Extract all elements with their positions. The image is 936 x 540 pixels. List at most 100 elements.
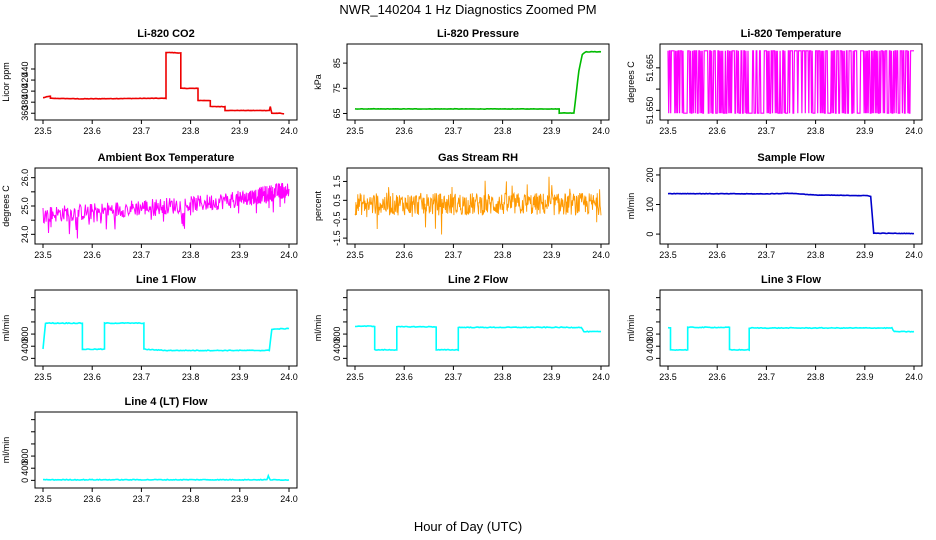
x-tick-label: 23.5	[34, 250, 52, 260]
chart-panel-1: Li-820 CO2 Licor ppm 23.5 23.6 23.7 23.8 23.9 2…	[1, 28, 298, 136]
x-tick-label: 24.0	[280, 372, 298, 382]
chart-panel-2: Li-820 Pressure kPa 23.5 23.6 23.7 23.8 23.9 24…	[313, 28, 610, 136]
x-tick-label: 23.9	[543, 126, 561, 136]
panel-title: Line 3 Flow	[761, 274, 821, 286]
y-tick-label: 400	[20, 84, 30, 99]
x-tick-label: 23.6	[395, 250, 413, 260]
x-tick-label: 23.9	[543, 250, 561, 260]
panel-title: Line 4 (LT) Flow	[125, 396, 208, 408]
panel-title: Ambient Box Temperature	[98, 152, 235, 164]
y-axis-label: degrees C	[1, 185, 11, 227]
x-tick-label: 23.9	[856, 250, 874, 260]
y-tick-label: 360	[20, 106, 30, 121]
series-line	[42, 182, 290, 239]
y-axis-label: Licor ppm	[1, 62, 11, 102]
x-tick-label: 23.8	[494, 372, 512, 382]
y-tick-label: 65	[332, 108, 342, 118]
series-line	[354, 50, 602, 115]
x-tick-label: 23.5	[346, 250, 364, 260]
x-tick-label: 23.5	[34, 126, 52, 136]
plot-frame	[34, 289, 298, 367]
x-tick-label: 23.5	[346, 126, 364, 136]
series-line	[43, 473, 290, 482]
series-line	[354, 325, 602, 352]
y-tick-label: 440	[20, 61, 30, 76]
plot-area	[667, 326, 915, 352]
x-tick-label: 23.9	[856, 372, 874, 382]
x-tick-label: 23.6	[83, 494, 101, 504]
y-tick-label: 26.0	[20, 169, 30, 187]
series-line	[667, 192, 915, 235]
plot-area	[354, 176, 602, 235]
y-tick-label: 200	[645, 167, 655, 182]
y-tick-label: 400	[332, 339, 342, 354]
x-tick-label: 24.0	[592, 250, 610, 260]
series-line	[42, 321, 290, 352]
x-tick-label: 23.9	[856, 126, 874, 136]
plot-area	[43, 473, 290, 482]
y-tick-label: 0.5	[332, 194, 342, 207]
x-tick-label: 24.0	[905, 126, 923, 136]
panel-title: Sample Flow	[757, 152, 825, 164]
x-tick-label: 23.8	[807, 372, 825, 382]
x-tick-label: 23.7	[133, 126, 151, 136]
y-axis-label: ml/min	[626, 193, 636, 220]
plot-area	[354, 50, 602, 115]
x-tick-label: 23.6	[83, 372, 101, 382]
y-axis-label: percent	[313, 190, 323, 221]
y-tick-label: 0	[332, 356, 342, 361]
chart-panel-3: Li-820 Temperature degrees C 23.5 23.6 23.7 2…	[626, 28, 923, 136]
x-tick-label: 23.9	[543, 372, 561, 382]
x-tick-label: 24.0	[905, 250, 923, 260]
plot-area	[354, 325, 602, 352]
x-tick-label: 23.7	[133, 372, 151, 382]
y-tick-label: 100	[645, 197, 655, 212]
x-tick-label: 23.6	[83, 250, 101, 260]
x-tick-label: 23.8	[182, 372, 200, 382]
y-tick-label: 0	[20, 478, 30, 483]
x-tick-label: 23.7	[445, 250, 463, 260]
x-tick-label: 23.7	[758, 250, 776, 260]
x-tick-label: 24.0	[592, 372, 610, 382]
x-tick-label: 24.0	[905, 372, 923, 382]
plot-frame	[346, 289, 610, 367]
panel-title: Li-820 CO2	[137, 28, 194, 40]
x-tick-label: 23.5	[659, 126, 677, 136]
y-tick-label: 800	[645, 327, 655, 342]
x-tick-label: 23.5	[34, 494, 52, 504]
y-tick-label: 1.5	[332, 175, 342, 188]
series-line	[667, 326, 915, 352]
x-tick-label: 23.6	[83, 126, 101, 136]
x-tick-label: 23.5	[346, 372, 364, 382]
x-tick-label: 24.0	[280, 494, 298, 504]
y-tick-label: 400	[20, 339, 30, 354]
x-tick-label: 23.5	[659, 372, 677, 382]
plot-frame	[34, 43, 298, 121]
series-line	[42, 51, 285, 115]
panel-title: Line 2 Flow	[448, 274, 508, 286]
y-tick-label: 420	[20, 73, 30, 88]
chart-panel-9: Line 3 Flow ml/min 23.5 23.6 23.7 23.8 23.9 24.…	[626, 274, 923, 382]
x-tick-label: 23.7	[445, 126, 463, 136]
x-tick-label: 23.6	[395, 126, 413, 136]
panel-title: Gas Stream RH	[438, 152, 518, 164]
figure-xlabel: Hour of Day (UTC)	[414, 519, 522, 534]
y-tick-label: 800	[20, 449, 30, 464]
figure-title: NWR_140204 1 Hz Diagnostics Zoomed PM	[339, 2, 596, 17]
chart-panel-6: Sample Flow ml/min 23.5 23.6 23.7 23.8 23.9 24.…	[626, 152, 923, 260]
x-tick-label: 23.7	[133, 250, 151, 260]
plot-area	[42, 182, 290, 239]
chart-panel-4: Ambient Box Temperature degrees C 23.5 23.6…	[1, 152, 298, 260]
y-tick-label: 380	[20, 95, 30, 110]
x-tick-label: 23.6	[708, 372, 726, 382]
y-axis-label: kPa	[313, 74, 323, 90]
y-tick-label: 0	[645, 232, 655, 237]
chart-panel-8: Line 2 Flow ml/min 23.5 23.6 23.7 23.8 23.9 24.…	[313, 274, 610, 382]
x-tick-label: 24.0	[280, 126, 298, 136]
panel-title: Li-820 Pressure	[437, 28, 519, 40]
chart-panel-7: Line 1 Flow ml/min 23.5 23.6 23.7 23.8 23.9 24.…	[1, 274, 298, 382]
y-tick-label: 51.650	[645, 97, 655, 125]
x-tick-label: 23.5	[34, 372, 52, 382]
plot-area	[667, 50, 914, 114]
